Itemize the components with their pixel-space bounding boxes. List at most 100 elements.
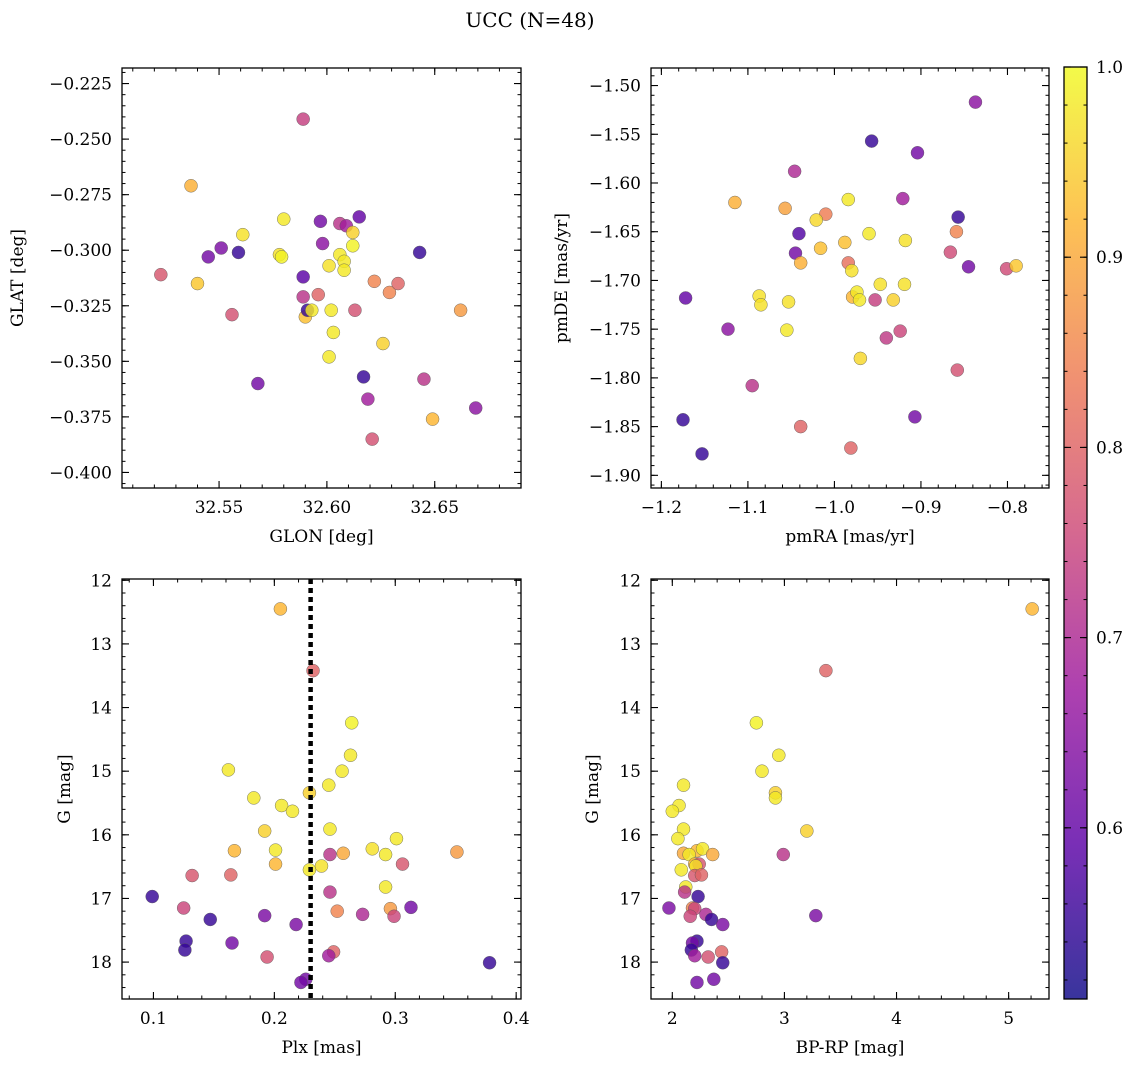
data-point <box>185 868 199 883</box>
data-point <box>793 419 808 434</box>
data-point <box>662 901 676 915</box>
colorbar-tick-label: 0.9 <box>1096 248 1123 268</box>
data-point <box>322 949 336 963</box>
data-point <box>728 195 742 210</box>
data-point <box>273 602 288 616</box>
data-point <box>893 324 907 338</box>
panel-glon-glat: 32.55 32.60 32.65 −0.400 −0.375 −0.350 −0.325 −… <box>8 67 522 547</box>
data-point <box>772 748 786 762</box>
y-tick-label: −0.350 <box>49 352 112 372</box>
data-point <box>296 270 310 284</box>
data-point <box>145 889 159 904</box>
colorbar: 0.6 0.7 0.8 0.9 1.0 <box>1063 58 1123 1000</box>
data-point <box>787 164 802 178</box>
data-point <box>868 293 882 307</box>
data-point <box>154 267 168 282</box>
data-point <box>841 192 855 207</box>
data-point <box>754 298 768 312</box>
y-tick-label: −1.90 <box>589 466 641 486</box>
y-tick-label: −0.375 <box>49 408 112 428</box>
data-point <box>184 179 198 193</box>
data-point <box>277 212 291 226</box>
y-tick-label: 14 <box>90 699 112 719</box>
axes-frame <box>121 67 522 489</box>
data-point <box>387 909 401 923</box>
y-tick-label: 12 <box>619 571 641 591</box>
data-point <box>296 290 310 304</box>
data-point <box>345 716 359 730</box>
data-point <box>671 831 685 846</box>
data-point <box>949 225 964 239</box>
y-tick-label: −0.275 <box>49 186 112 206</box>
data-point <box>404 900 418 915</box>
data-point <box>356 370 371 384</box>
data-point <box>873 277 887 292</box>
x-tick-label: 4 <box>891 1009 902 1029</box>
data-point <box>688 949 702 963</box>
data-point <box>844 441 858 455</box>
data-point <box>389 831 404 846</box>
data-point <box>755 764 769 778</box>
data-point <box>819 663 833 678</box>
y-tick-label: 17 <box>619 889 641 909</box>
data-point <box>879 331 894 345</box>
data-point <box>897 277 912 292</box>
scatter-points <box>676 95 1023 461</box>
data-point <box>257 908 272 923</box>
data-point <box>683 909 697 923</box>
data-point <box>469 401 483 415</box>
data-point <box>343 748 358 762</box>
y-axis-label: pmDE [mas/yr] <box>552 213 572 343</box>
data-point <box>203 912 217 927</box>
minor-ticks <box>651 68 1049 488</box>
data-point <box>346 225 360 240</box>
y-tick-label: 18 <box>90 953 112 973</box>
y-tick-label: 16 <box>90 826 112 846</box>
x-tick-label: 32.55 <box>195 498 244 518</box>
data-point <box>677 885 692 899</box>
data-point <box>705 847 720 862</box>
data-point <box>251 376 265 391</box>
data-point <box>412 245 427 260</box>
y-tick-label: 17 <box>90 889 112 909</box>
minor-ticks <box>122 68 522 488</box>
panel-plx-g: 0.1 0.2 0.3 0.4 12 13 14 15 16 17 18 Plx [mas] G [ma… <box>55 571 530 1058</box>
colorbar-tick-label: 0.6 <box>1096 819 1123 839</box>
data-point <box>707 972 721 986</box>
data-point <box>704 912 719 927</box>
data-point <box>745 378 759 393</box>
data-point <box>695 842 710 856</box>
data-point <box>450 845 464 859</box>
y-axis-label: G [mag] <box>583 754 603 823</box>
colorbar-tick-label: 0.7 <box>1096 629 1123 649</box>
data-point <box>391 276 405 291</box>
figure-title: UCC (N=48) <box>465 8 594 32</box>
data-point <box>676 413 690 427</box>
data-point <box>781 295 796 309</box>
data-point <box>348 303 362 317</box>
data-point <box>793 256 808 270</box>
data-point <box>838 235 852 250</box>
data-point <box>809 908 823 923</box>
data-point <box>335 764 349 778</box>
y-tick-label: −1.85 <box>589 418 641 438</box>
data-point <box>886 293 900 307</box>
y-tick-label: −0.400 <box>49 463 112 483</box>
data-point <box>274 798 289 813</box>
colorbar-tick-label: 0.8 <box>1096 438 1123 458</box>
x-axis-label: GLON [deg] <box>269 527 373 547</box>
data-point <box>453 303 468 317</box>
data-point <box>324 303 338 317</box>
panel-pm: −1.2 −1.1 −1.0 −0.9 −0.8 −1.90 −1.85 −1.80 −1.75… <box>552 67 1050 547</box>
data-point <box>337 263 351 277</box>
data-point <box>323 885 337 899</box>
data-point <box>691 889 705 904</box>
data-point <box>257 824 272 838</box>
data-point <box>864 134 879 148</box>
data-point <box>809 213 823 227</box>
data-point <box>330 904 344 918</box>
x-tick-label: 2 <box>667 1009 678 1029</box>
x-axis-label: BP-RP [mag] <box>796 1038 905 1058</box>
y-tick-label: −1.55 <box>589 125 641 145</box>
y-tick-label: −1.80 <box>589 369 641 389</box>
